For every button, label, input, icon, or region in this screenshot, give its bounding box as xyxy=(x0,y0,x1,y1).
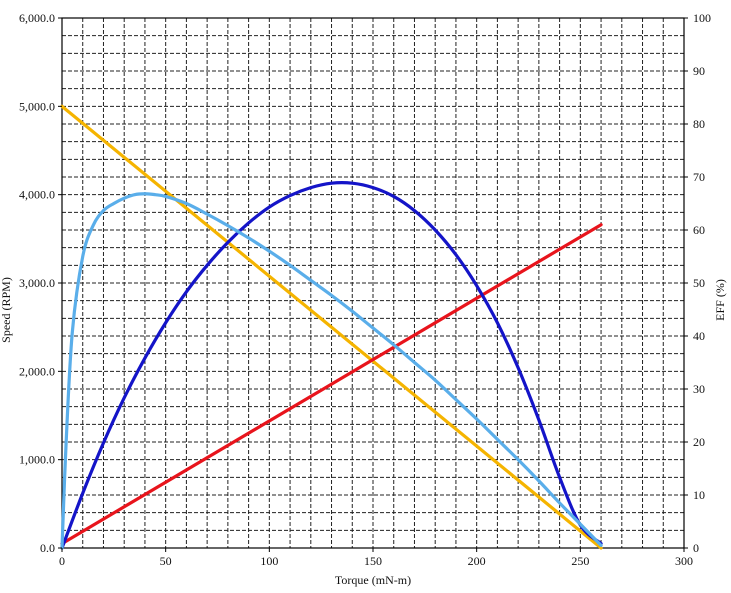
y-right-tick-label: 10 xyxy=(693,488,705,502)
y-left-tick-label: 6,000.0 xyxy=(19,11,55,25)
y-right-tick-label: 40 xyxy=(693,329,705,343)
x-tick-label: 0 xyxy=(59,554,65,568)
speed-line xyxy=(60,104,603,550)
y-right-tick-label: 50 xyxy=(693,276,705,290)
y-right-tick-label: 70 xyxy=(693,170,705,184)
x-tick-label: 50 xyxy=(160,554,172,568)
y-right-tick-label: 80 xyxy=(693,117,705,131)
y-left-tick-label: 4,000.0 xyxy=(19,188,55,202)
x-tick-label: 250 xyxy=(571,554,589,568)
y-right-tick-label: 60 xyxy=(693,223,705,237)
y-left-tick-label: 2,000.0 xyxy=(19,364,55,378)
x-axis-title: Torque (mN-m) xyxy=(335,573,411,587)
y-right-tick-label: 100 xyxy=(693,11,711,25)
y-right-tick-label: 30 xyxy=(693,382,705,396)
series-layer xyxy=(60,104,603,550)
y-right-tick-label: 90 xyxy=(693,64,705,78)
y-left-tick-label: 5,000.0 xyxy=(19,99,55,113)
x-tick-label: 100 xyxy=(260,554,278,568)
y-left-tick-label: 3,000.0 xyxy=(19,276,55,290)
y-right-tick-label: 20 xyxy=(693,435,705,449)
x-tick-label: 200 xyxy=(468,554,486,568)
x-tick-label: 150 xyxy=(364,554,382,568)
y-left-axis-title: Speed (RPM) xyxy=(0,277,13,343)
x-tick-label: 300 xyxy=(675,554,693,568)
y-left-tick-label: 0.0 xyxy=(40,541,55,555)
y-left-tick-label: 1,000.0 xyxy=(19,453,55,467)
current-line xyxy=(60,223,603,546)
efficiency-curve xyxy=(60,192,603,550)
grid-layer xyxy=(62,18,684,548)
power-curve xyxy=(60,181,603,550)
tick-layer: 0 50 100 150 200 250 3000.01,000.02,000.03,000… xyxy=(19,11,711,568)
y-right-tick-label: 0 xyxy=(693,541,699,555)
y-right-axis-title: EFF (%) xyxy=(713,279,727,321)
